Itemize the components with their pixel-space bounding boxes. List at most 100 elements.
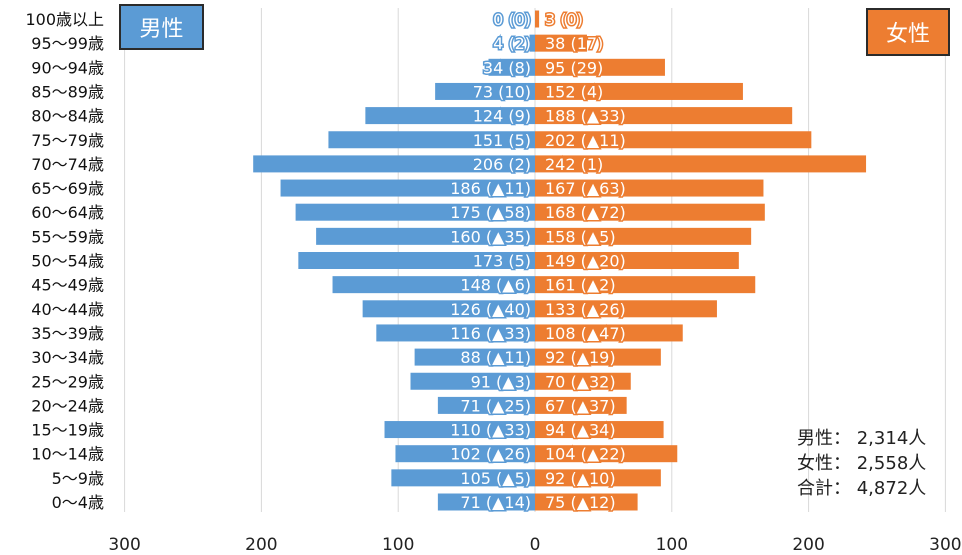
- category-label: 85～89歳: [31, 82, 104, 101]
- data-label-female: 161 (▲2): [545, 276, 616, 295]
- data-label-female: 75 (▲12): [545, 493, 616, 512]
- category-labels: 100歳以上 95～99歳 90～94歳 85～89歳 80～84歳 75～79歳 70～7…: [25, 10, 104, 512]
- bar-female: [535, 493, 638, 511]
- x-tick-label: 300: [929, 535, 961, 555]
- data-label-male: 88 (▲11): [460, 348, 531, 367]
- bar-male: [437, 396, 535, 414]
- data-label-female: 149 (▲20): [545, 252, 626, 271]
- data-label-male: 186 (▲11): [450, 179, 531, 198]
- data-label-female: 70 (▲32): [545, 372, 616, 391]
- bar-male: [362, 300, 535, 318]
- category-label: 90～94歳: [31, 58, 104, 77]
- totals-box: 男性： 2,314人 女性： 2,558人 合計： 4,872人: [797, 426, 926, 501]
- bar-female: [535, 58, 665, 76]
- totals-female-value: 2,558人: [856, 453, 927, 474]
- bar-male: [488, 58, 535, 76]
- data-label-female: 158 (▲5): [545, 227, 616, 246]
- bar-female: [535, 300, 717, 318]
- category-label: 5～9歳: [52, 469, 104, 488]
- x-tick-label: 200: [792, 535, 824, 555]
- totals-male-value: 2,314人: [856, 428, 927, 449]
- x-axis-ticks: 300 200 100 0 100 200 300: [108, 535, 961, 555]
- data-label-male: 91 (▲3): [471, 372, 531, 391]
- bar-male: [280, 179, 535, 197]
- data-label-female: 108 (▲47): [545, 324, 626, 343]
- totals-female-row: 女性： 2,558人: [797, 451, 926, 476]
- category-label: 45～49歳: [31, 276, 104, 295]
- bar-male: [328, 131, 535, 149]
- bar-female: [535, 445, 678, 463]
- x-tick-label: 0: [530, 535, 541, 555]
- bar-male: [391, 469, 535, 487]
- bar-female: [535, 324, 683, 342]
- x-tick-label: 200: [245, 535, 277, 555]
- data-label-male: 173 (5): [473, 252, 531, 271]
- data-label-male: 34 (8): [483, 58, 531, 77]
- category-label: 70～74歳: [31, 155, 104, 174]
- data-label-male: 160 (▲35): [450, 227, 531, 246]
- category-label: 55～59歳: [31, 227, 104, 246]
- data-label-female: 167 (▲63): [545, 179, 626, 198]
- bar-female: [535, 372, 631, 390]
- bar-male: [414, 348, 535, 366]
- category-label: 60～64歳: [31, 203, 104, 222]
- data-label-male: 175 (▲58): [450, 203, 531, 222]
- data-label-male: 0 (0): [493, 10, 531, 29]
- bar-female: [535, 179, 764, 197]
- data-label-female: 94 (▲34): [545, 421, 616, 440]
- category-label: 100歳以上: [25, 10, 104, 29]
- bar-male: [529, 34, 535, 52]
- data-label-female: 168 (▲72): [545, 203, 626, 222]
- data-label-male: 105 (▲5): [460, 469, 531, 488]
- data-label-male: 102 (▲26): [450, 445, 531, 464]
- legend-male: 男性: [119, 4, 204, 50]
- bar-female: [535, 107, 793, 125]
- bar-female: [535, 348, 661, 366]
- bar-male: [437, 493, 535, 511]
- data-label-male: 71 (▲14): [460, 493, 531, 512]
- bar-female: [535, 82, 743, 100]
- bars: [253, 10, 867, 511]
- category-label: 50～54歳: [31, 252, 104, 271]
- bar-female: [535, 203, 765, 221]
- bar-male: [384, 421, 535, 439]
- bar-male: [435, 82, 535, 100]
- bar-female: [535, 276, 756, 294]
- category-label: 80～84歳: [31, 107, 104, 126]
- bar-labels: 0 (0) 3 (0) 4 (2) 38 (17) 34 (8) 95 (29) 73 (1…: [449, 9, 628, 514]
- bar-female: [535, 469, 661, 487]
- data-label-female: 133 (▲26): [545, 300, 626, 319]
- data-label-female: 242 (1): [545, 155, 603, 174]
- bar-male: [376, 324, 535, 342]
- category-label: 40～44歳: [31, 300, 104, 319]
- bar-female: [535, 10, 540, 28]
- bar-male: [316, 227, 535, 245]
- data-label-female: 95 (29): [545, 58, 603, 77]
- bar-male: [332, 276, 535, 294]
- data-label-male: 4 (2): [493, 34, 531, 53]
- bar-female: [535, 34, 587, 52]
- bar-female: [535, 421, 664, 439]
- category-label: 35～39歳: [31, 324, 104, 343]
- totals-male-row: 男性： 2,314人: [797, 426, 926, 451]
- totals-total-row: 合計： 4,872人: [797, 476, 926, 501]
- data-label-male: 206 (2): [473, 155, 531, 174]
- x-tick-label: 100: [656, 535, 688, 555]
- totals-female-label: 女性：: [797, 453, 851, 474]
- data-label-female: 38 (17): [545, 34, 603, 53]
- bar-female: [535, 227, 752, 245]
- bar-male: [395, 445, 535, 463]
- totals-total-label: 合計：: [797, 478, 851, 499]
- data-label-male: 73 (10): [473, 82, 531, 101]
- category-label: 75～79歳: [31, 131, 104, 150]
- bar-female: [535, 252, 739, 269]
- x-tick-label: 300: [108, 535, 140, 555]
- x-tick-label: 100: [382, 535, 414, 555]
- data-label-female: 92 (▲10): [545, 469, 616, 488]
- bar-male: [295, 203, 535, 221]
- data-label-female: 188 (▲33): [545, 107, 626, 126]
- data-label-female: 152 (4): [545, 82, 603, 101]
- totals-male-label: 男性：: [797, 428, 851, 449]
- data-label-female: 67 (▲37): [545, 396, 616, 415]
